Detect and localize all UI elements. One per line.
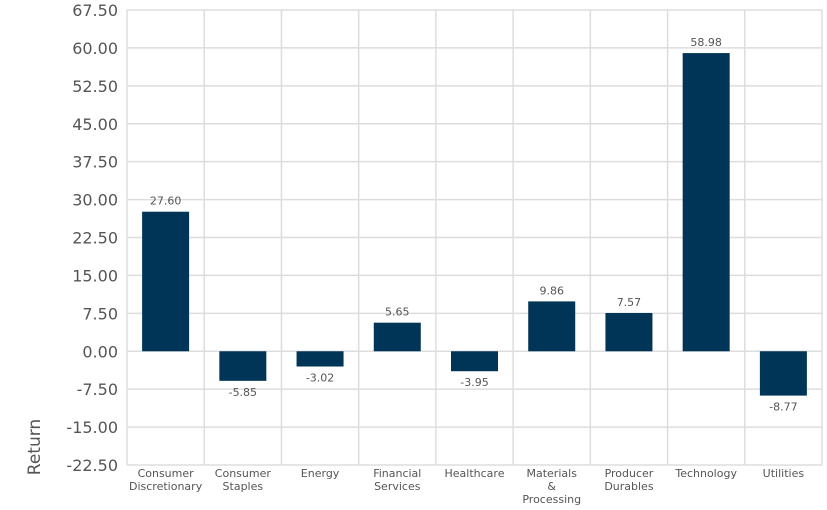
data-label: -8.77	[769, 401, 797, 414]
x-axis-ticks: Consumer Discretionary Consumer Staples Ener…	[129, 467, 804, 506]
data-label: 7.57	[617, 296, 642, 309]
bar	[373, 322, 421, 352]
data-label: -5.85	[229, 386, 257, 399]
bar	[759, 351, 807, 396]
bars	[142, 53, 807, 396]
data-label: -3.02	[306, 372, 334, 385]
bar	[219, 351, 267, 381]
x-tick-label: Producer Durables	[604, 467, 654, 493]
bar	[142, 211, 190, 352]
y-tick-label: 45.00	[72, 115, 118, 134]
y-tick-label: -22.50	[66, 456, 118, 475]
x-tick-label: Utilities	[763, 467, 805, 480]
y-tick-label: -7.50	[77, 380, 118, 399]
bar	[528, 301, 576, 352]
x-tick-label: Consumer Staples	[215, 467, 272, 493]
gridlines	[126, 9, 823, 466]
data-label: -3.95	[460, 376, 488, 389]
x-tick-label: Healthcare	[445, 467, 505, 480]
x-tick-label: Energy	[301, 467, 340, 480]
data-label: 58.98	[690, 36, 722, 49]
y-tick-label: 15.00	[72, 266, 118, 285]
y-tick-label: 52.50	[72, 77, 118, 96]
y-tick-label: 22.50	[72, 229, 118, 248]
x-tick-label: Consumer Discretionary	[129, 467, 203, 493]
y-tick-label: 0.00	[82, 342, 118, 361]
bar	[605, 312, 653, 352]
bar	[296, 351, 344, 367]
x-tick-label: Technology	[674, 467, 737, 480]
data-label: 5.65	[385, 306, 410, 319]
x-tick-label: Financial Services	[373, 467, 421, 493]
x-tick-label: Materials & Processing	[522, 467, 581, 506]
y-tick-label: 60.00	[72, 39, 118, 58]
y-tick-label: 67.50	[72, 1, 118, 20]
y-axis-label: Return	[25, 419, 45, 475]
y-tick-label: 7.50	[82, 304, 118, 323]
y-axis-ticks: 67.50 60.00 52.50 45.00 37.50 30.00 22.50 15.00…	[66, 1, 118, 475]
y-tick-label: 37.50	[72, 153, 118, 172]
data-labels: 27.60 -5.85 -3.02 5.65 -3.95 9.86 7.57 58.98 -8.…	[150, 36, 798, 414]
y-tick-label: -15.00	[66, 418, 118, 437]
y-tick-label: 30.00	[72, 191, 118, 210]
data-label: 27.60	[150, 195, 182, 208]
data-label: 9.86	[539, 284, 564, 297]
bar	[682, 53, 730, 352]
bar	[451, 351, 498, 372]
